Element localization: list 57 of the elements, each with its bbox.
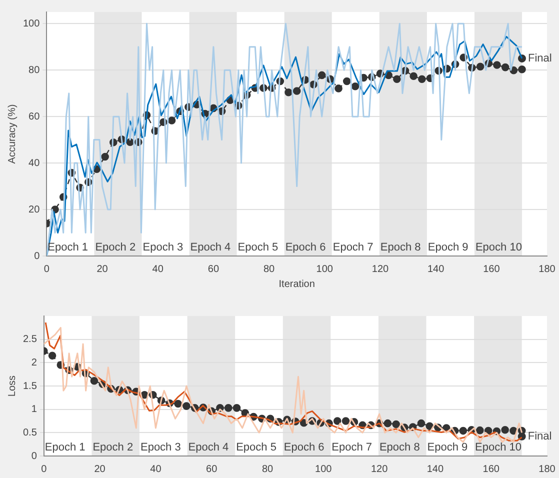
y-tick-label: 0.5: [22, 427, 38, 438]
annotation: Epoch 7: [332, 442, 372, 454]
y-axis-title: Loss: [6, 375, 18, 397]
band-label: Epoch 8: [379, 442, 420, 454]
band-label: Epoch 10: [475, 442, 522, 454]
band-label: Epoch 4: [188, 442, 229, 454]
annotation: Epoch 9: [427, 442, 468, 454]
y-tick-label: 100: [22, 18, 40, 30]
annotation: Final: [528, 430, 552, 442]
annotation: Epoch 5: [238, 242, 278, 254]
band-label: Epoch 6: [284, 442, 324, 454]
x-tick-label: 140: [427, 264, 445, 275]
y-tick-label: 1: [31, 404, 38, 416]
annotation: Epoch 1: [44, 442, 86, 454]
y-tick-label: 1.5: [22, 380, 38, 392]
y-tick-label: 2.5: [22, 334, 38, 346]
annotation: Epoch 5: [236, 442, 276, 454]
x-tick-label: 140: [426, 464, 444, 475]
x-tick-label: 20: [96, 264, 108, 275]
y-tick-label: 60: [28, 111, 40, 122]
x-axis-title: Iteration: [278, 278, 315, 290]
y-tick-label: 80: [28, 64, 40, 76]
x-tick-label: 40: [150, 464, 162, 475]
band-label: Epoch 8: [380, 242, 421, 254]
x-tick-label: 0: [41, 464, 48, 475]
x-tick-label: 60: [206, 464, 218, 475]
x-tick-label: 120: [372, 264, 390, 275]
y-tick-label: 40: [28, 158, 40, 169]
annotation: Epoch 3: [142, 242, 184, 254]
x-tick-label: 100: [315, 464, 332, 475]
band-label: Epoch 2: [95, 242, 136, 254]
y-axis-title: Accuracy (%): [6, 104, 18, 164]
annotation: Epoch 7: [332, 242, 374, 254]
x-tick-label: 80: [262, 464, 274, 475]
band-label: Epoch 6: [285, 242, 326, 254]
x-tick-label: 180: [538, 264, 556, 275]
annotation: Epoch 9: [428, 242, 468, 254]
band-label: Epoch 10: [475, 242, 522, 254]
x-tick-label: 180: [538, 464, 556, 475]
x-tick-label: 60: [208, 264, 220, 275]
x-tick-label: 20: [94, 464, 106, 475]
y-tick-label: 2: [31, 357, 38, 368]
x-tick-label: 40: [152, 264, 164, 275]
y-tick-label: 20: [28, 204, 40, 216]
x-tick-label: 80: [263, 264, 276, 275]
y-tick-label: 0: [31, 450, 38, 462]
x-tick-label: 160: [482, 464, 500, 475]
band-label: Epoch 4: [190, 242, 231, 254]
x-tick-label: 160: [483, 264, 500, 275]
annotation: Final: [528, 52, 552, 65]
annotation: Epoch 1: [48, 242, 88, 254]
x-tick-label: 0: [44, 264, 50, 275]
x-tick-label: 120: [370, 464, 388, 475]
y-tick-label: 0: [34, 250, 40, 262]
annotation: Epoch 3: [140, 442, 181, 454]
band-label: Epoch 2: [92, 442, 134, 454]
x-tick-label: 100: [316, 264, 334, 275]
